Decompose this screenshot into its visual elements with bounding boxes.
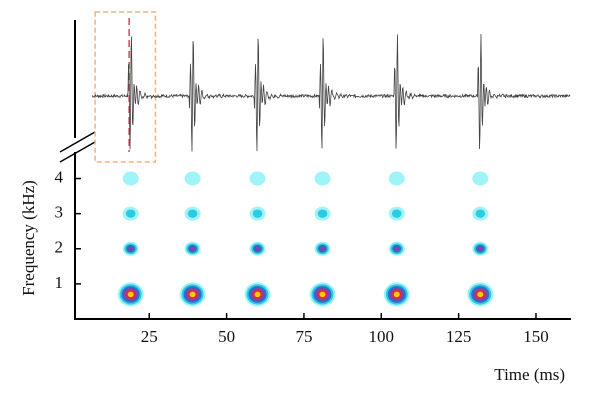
spectral-blob: [314, 206, 331, 221]
blob-ring: [477, 291, 484, 298]
spectral-blob: [184, 241, 201, 256]
waveform: [91, 33, 571, 152]
spectral-blob: [117, 282, 144, 307]
spectral-blob: [388, 206, 405, 221]
blob-ring: [394, 246, 400, 252]
spectral-blob: [388, 241, 405, 256]
highlight-box: [94, 11, 157, 163]
blob-ring: [319, 291, 326, 298]
x-tick-label: 150: [523, 327, 549, 346]
blob-ring: [127, 291, 134, 298]
spectral-blob: [244, 282, 271, 307]
y-axis-label: Frequency (kHz): [19, 180, 38, 296]
spectral-blob: [309, 282, 336, 307]
blob-ring: [252, 209, 263, 218]
blob-ring: [128, 246, 134, 252]
blob-ring: [189, 246, 196, 252]
blob-ring: [391, 209, 402, 218]
spectral-blob: [314, 171, 331, 186]
axis-break: [59, 131, 96, 153]
spectral-blob: [472, 206, 489, 221]
blob-ring: [388, 171, 405, 186]
spectral-blob: [184, 171, 201, 186]
x-tick-label: 75: [295, 327, 312, 346]
blob-ring: [249, 171, 266, 186]
y-tick-label: 4: [55, 167, 64, 186]
spectral-blob: [249, 206, 266, 221]
blob-ring: [187, 209, 198, 218]
spectral-blob: [388, 171, 405, 186]
blob-ring: [472, 171, 489, 186]
spectral-blob: [122, 206, 139, 221]
blob-ring: [317, 209, 328, 218]
x-tick-label: 100: [369, 327, 395, 346]
axis-break: [59, 141, 96, 163]
y-tick-label: 2: [55, 238, 64, 257]
blob-ring: [393, 291, 400, 298]
x-tick-label: 125: [446, 327, 472, 346]
spectral-blob: [472, 241, 489, 256]
blob-ring: [184, 171, 201, 186]
spectral-blob: [383, 282, 410, 307]
blob-ring: [125, 209, 136, 218]
spectral-blob: [249, 241, 266, 256]
blob-ring: [475, 209, 486, 218]
spectral-blob: [122, 171, 139, 186]
spectral-blob: [467, 282, 494, 307]
spectral-blob: [122, 241, 139, 256]
spectral-blob: [179, 282, 206, 307]
blob-ring: [122, 171, 139, 186]
spectral-blob: [184, 206, 201, 221]
x-tick-label: 25: [141, 327, 158, 346]
blob-ring: [254, 246, 261, 252]
spectral-blob: [249, 171, 266, 186]
spectral-blob: [314, 241, 331, 256]
spectral-blob: [472, 171, 489, 186]
y-tick-label: 3: [55, 203, 64, 222]
blob-ring: [319, 246, 326, 252]
blob-ring: [477, 246, 483, 252]
blob-ring: [189, 291, 196, 298]
x-tick-label: 50: [218, 327, 235, 346]
blob-ring: [254, 291, 261, 298]
x-axis-label: Time (ms): [494, 365, 565, 384]
blob-ring: [314, 171, 331, 186]
y-tick-label: 1: [55, 273, 64, 292]
